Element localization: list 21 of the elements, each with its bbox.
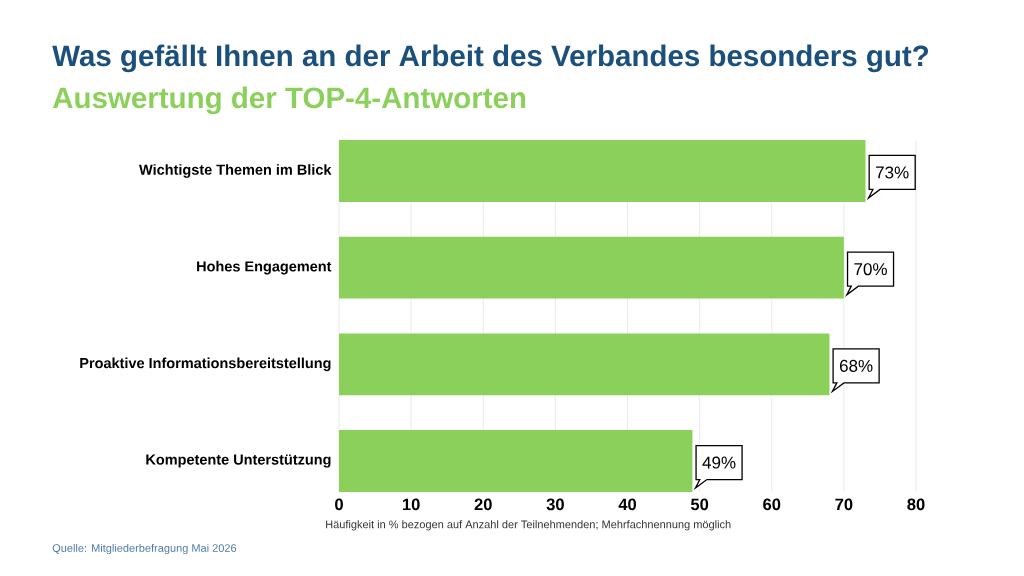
- x-tick-label: 60: [763, 498, 781, 511]
- y-tick-label: Hohes Engagement: [197, 260, 332, 275]
- y-tick-label: Wichtigste Themen im Blick: [139, 164, 332, 178]
- x-tick-label: 30: [546, 498, 564, 511]
- y-tick-label: Kompetente Unterstützung: [146, 454, 331, 468]
- source-note: Quelle: Mitgliederbefragung Mai 2026: [52, 543, 237, 555]
- y-tick-label: Proaktive Informationsbereitstellung: [80, 357, 331, 372]
- data-label: 70%: [854, 263, 887, 276]
- x-tick-label: 50: [690, 498, 709, 511]
- data-label: 49%: [702, 456, 736, 469]
- x-tick-label: 20: [474, 498, 492, 511]
- data-label: 68%: [839, 359, 873, 372]
- x-tick-label: 80: [907, 498, 925, 511]
- x-tick-label: 0: [335, 498, 343, 511]
- x-axis-title: Häufigkeit in % bezogen auf Anzahl der Teilnehmenden; Mehrfachnennung möglich: [326, 520, 731, 531]
- x-tick-label: 70: [835, 498, 853, 511]
- chart-title: Was gefällt Ihnen an der Arbeit des Verbandes besonders gut?: [52, 44, 929, 73]
- x-tick-label: 40: [618, 498, 636, 511]
- data-label: 73%: [876, 166, 909, 179]
- x-tick-label: 10: [402, 498, 420, 511]
- chart-subtitle: Auswertung der TOP-4-Antworten: [52, 86, 526, 115]
